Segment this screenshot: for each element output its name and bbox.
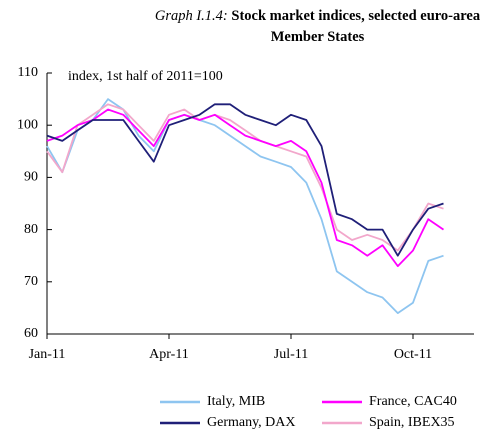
y-tick-label: 60 — [24, 326, 38, 341]
chart-title-block: Graph I.1.4: Stock market indices, selec… — [150, 6, 485, 48]
series-line — [46, 103, 444, 252]
series-line — [46, 103, 444, 257]
series-line — [46, 108, 445, 267]
x-tick-label: Oct-11 — [394, 347, 432, 362]
legend-label: Spain, IBEX35 — [369, 415, 455, 430]
y-tick-label: 110 — [18, 65, 38, 80]
y-tick-label: 90 — [24, 170, 38, 185]
series-line — [46, 98, 444, 314]
chart-title-prefix: Graph I.1.4: — [154, 8, 228, 24]
x-tick-label: Jan-11 — [29, 347, 66, 362]
y-tick-label: 80 — [24, 222, 38, 237]
x-tick-label: Jul-11 — [274, 347, 308, 362]
annotation: index, 1st half of 2011=100 — [68, 69, 223, 84]
legend-label: France, CAC40 — [369, 394, 457, 409]
legend-label: Italy, MIB — [207, 394, 265, 409]
legend-label: Germany, DAX — [207, 415, 296, 430]
x-tick-label: Apr-11 — [149, 347, 189, 362]
chart-title: Stock market indices, selected euro-area… — [231, 8, 481, 45]
y-tick-label: 100 — [17, 117, 38, 132]
y-tick-label: 70 — [24, 274, 38, 289]
